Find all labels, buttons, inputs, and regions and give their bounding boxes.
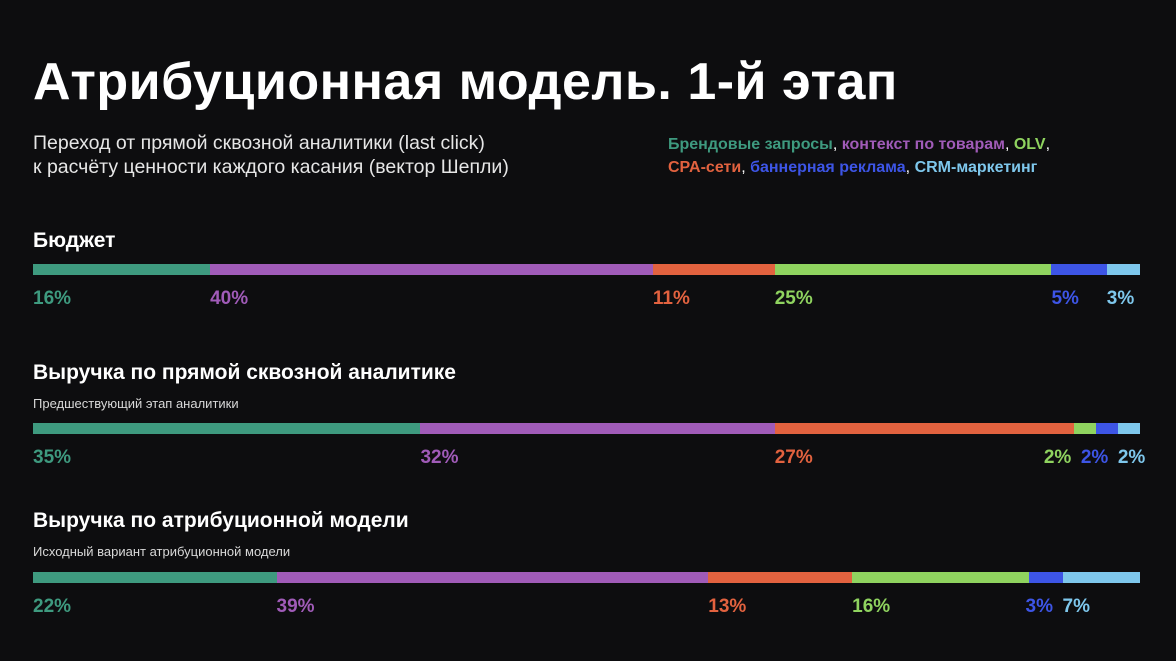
- value-label-brand: 35%: [33, 447, 72, 468]
- bar-segment-crm: [1117, 423, 1141, 434]
- value-label-olv: 16%: [852, 596, 891, 617]
- stacked-bar-budget: [33, 264, 1141, 275]
- value-label-olv: 2%: [1043, 447, 1072, 468]
- value-label-cpa: 13%: [708, 596, 747, 617]
- bar-segment-context: [276, 572, 709, 583]
- section-title-revenue-direct: Выручка по прямой сквозной аналитике: [33, 361, 456, 384]
- bar-segment-olv: [852, 572, 1030, 583]
- section-title-budget: Бюджет: [33, 229, 116, 252]
- legend-item-crm: CRM-маркетинг: [914, 159, 1038, 176]
- legend-item-brand: Брендовые запросы: [668, 136, 833, 153]
- value-label-crm: 2%: [1117, 447, 1146, 468]
- legend-line-1: Брендовые запросы, контекст по товарам, …: [668, 136, 1051, 153]
- legend-item-olv: OLV: [1013, 136, 1046, 153]
- stacked-bar-revenue-attribution: [33, 572, 1141, 583]
- value-label-context: 40%: [210, 288, 249, 309]
- value-label-cpa: 27%: [774, 447, 813, 468]
- bar-segment-olv: [774, 264, 1052, 275]
- section-title-revenue-attribution: Выручка по атрибуционной модели: [33, 509, 409, 532]
- value-label-banner: 3%: [1025, 596, 1053, 617]
- value-label-banner: 5%: [1051, 288, 1079, 309]
- bar-segment-brand: [33, 423, 421, 434]
- bar-segment-cpa: [652, 264, 776, 275]
- legend-item-context: контекст по товарам: [841, 136, 1005, 153]
- bar-segment-cpa: [774, 423, 1075, 434]
- legend-item-banner: баннерная реклама: [750, 159, 906, 176]
- value-label-crm: 7%: [1062, 596, 1090, 617]
- subtitle-line-2: к расчёту ценности каждого касания (вект…: [33, 156, 509, 178]
- bar-segment-context: [210, 264, 654, 275]
- value-label-brand: 16%: [33, 288, 72, 309]
- labels-revenue-direct: 35% 32% 27% 2% 2% 2%: [33, 447, 1145, 473]
- chart-legend: Брендовые запросы, контекст по товарам, …: [668, 133, 1050, 179]
- value-label-crm: 3%: [1106, 288, 1135, 309]
- section-subtitle-revenue-direct: Предшествующий этап аналитики: [33, 396, 239, 411]
- value-label-context: 39%: [276, 596, 315, 617]
- value-label-olv: 25%: [774, 288, 813, 309]
- stacked-bar-revenue-direct: [33, 423, 1141, 434]
- value-label-banner: 2%: [1080, 447, 1109, 468]
- page-title: Атрибуционная модель. 1-й этап: [33, 53, 898, 111]
- subtitle-line-1: Переход от прямой сквозной аналитики (la…: [33, 132, 485, 154]
- bar-segment-olv: [1073, 423, 1097, 434]
- bar-segment-crm: [1062, 572, 1141, 583]
- labels-revenue-attribution: 22% 39% 13% 16% 3% 7%: [33, 596, 1140, 622]
- labels-budget: 16% 40% 11% 25% 5% 3%: [33, 288, 1140, 314]
- bar-segment-brand: [33, 264, 211, 275]
- bar-segment-context: [420, 423, 776, 434]
- legend-item-cpa: CPA-сети: [668, 159, 742, 176]
- bar-segment-banner: [1051, 264, 1108, 275]
- bar-segment-banner: [1095, 423, 1119, 434]
- page-subtitle: Переход от прямой сквозной аналитики (la…: [33, 131, 509, 179]
- bar-segment-brand: [33, 572, 278, 583]
- section-subtitle-revenue-attribution: Исходный вариант атрибуционной модели: [33, 544, 291, 559]
- value-label-brand: 22%: [33, 596, 72, 617]
- bar-segment-crm: [1106, 264, 1141, 275]
- bar-segment-banner: [1029, 572, 1063, 583]
- value-label-cpa: 11%: [652, 288, 690, 309]
- bar-segment-cpa: [708, 572, 853, 583]
- value-label-context: 32%: [420, 447, 459, 468]
- legend-line-2: CPA-сети, баннерная реклама, CRM-маркети…: [668, 159, 1038, 176]
